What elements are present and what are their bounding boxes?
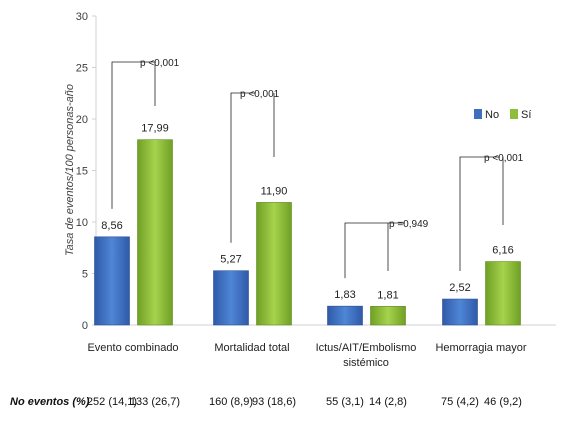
- category-label: Hemorragia mayor: [435, 342, 526, 354]
- bar-si: [370, 306, 406, 326]
- data-label: 11,90: [261, 185, 288, 197]
- bracket-line-left: [344, 222, 405, 279]
- events-cell: 160 (8,9): [209, 396, 253, 408]
- events-cell: 75 (4,2): [441, 396, 479, 408]
- data-label: 2,52: [449, 282, 470, 294]
- bar-si: [256, 202, 292, 326]
- p-value-annotations: p <0,001 p <0,001 p =0,949 p <0,001: [111, 58, 524, 279]
- category-labels: Evento combinado Mortalidad total Ictus/AI…: [87, 342, 526, 369]
- events-cell: 133 (26,7): [130, 396, 180, 408]
- y-tick-label: 30: [76, 11, 88, 23]
- p-value-label: p <0,001: [140, 58, 180, 69]
- events-cell: 46 (9,2): [484, 396, 522, 408]
- p-value-label: p <0,001: [484, 153, 524, 164]
- events-cell: 93 (18,6): [252, 396, 296, 408]
- data-label: 6,16: [492, 245, 513, 257]
- y-tick-label: 15: [76, 166, 88, 178]
- y-tick-label: 20: [76, 114, 88, 126]
- events-title: No eventos (%): [10, 396, 90, 408]
- bracket-line-left: [459, 156, 500, 272]
- y-tick-label: 5: [82, 269, 88, 281]
- p-value-bracket: p <0,001: [459, 153, 524, 272]
- legend-label: Sí: [521, 109, 531, 121]
- y-tick-label: 25: [76, 63, 88, 75]
- legend-swatch: [510, 109, 518, 119]
- data-label: 1,81: [377, 289, 398, 301]
- legend-swatch: [474, 109, 482, 119]
- bar-no: [327, 305, 363, 326]
- y-tick-label: 0: [82, 320, 88, 332]
- events-cell: 55 (3,1): [326, 396, 364, 408]
- legend-label: No: [485, 109, 499, 121]
- bar-no: [442, 298, 478, 326]
- bar-si: [137, 139, 173, 326]
- data-label: 8,56: [101, 220, 122, 232]
- events-cell: 252 (14,1): [87, 396, 137, 408]
- bar-no: [213, 270, 249, 326]
- bar-no: [94, 236, 130, 326]
- y-tick-label: 10: [76, 217, 88, 229]
- bars: 8,56 5,27 1,83 2,52 17,99 11,90 1,81 6,16: [94, 123, 521, 326]
- p-value-bracket: p <0,001: [111, 58, 180, 209]
- events-cell: 14 (2,8): [369, 396, 407, 408]
- bracket-line-left: [230, 92, 256, 243]
- bracket-line-left: [111, 61, 156, 209]
- bar-si: [485, 261, 521, 326]
- data-label: 17,99: [141, 123, 169, 135]
- legend: No Sí: [474, 109, 531, 121]
- p-value-label: p =0,949: [389, 219, 429, 230]
- category-label: Mortalidad total: [214, 342, 289, 354]
- category-label: Ictus/AIT/Embolismo: [316, 342, 417, 354]
- p-value-bracket: p <0,001: [230, 89, 280, 243]
- p-value-bracket: p =0,949: [344, 219, 429, 279]
- data-label: 1,83: [334, 289, 355, 301]
- events-table: No eventos (%)252 (14,1)133 (26,7) 160 (8…: [10, 396, 522, 408]
- data-label: 5,27: [220, 254, 241, 266]
- y-axis-label: Tasa de eventos/100 personas-año: [64, 84, 76, 256]
- p-value-label: p <0,001: [240, 89, 280, 100]
- category-label: Evento combinado: [87, 342, 178, 354]
- category-label: sistémico: [343, 357, 389, 369]
